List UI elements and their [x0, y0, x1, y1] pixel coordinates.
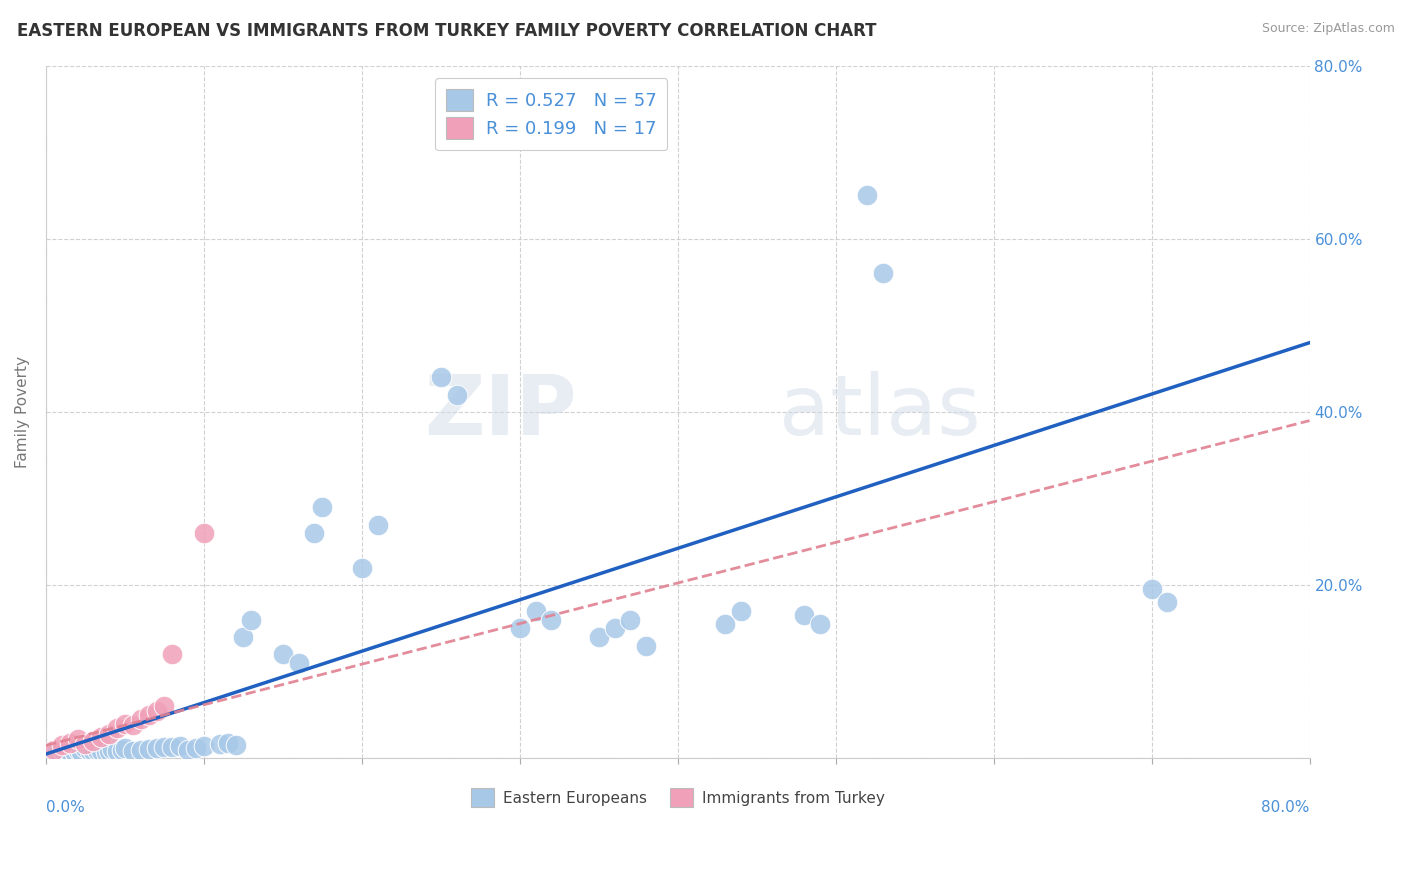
Point — [105, 744, 128, 758]
Text: 80.0%: 80.0% — [1261, 800, 1309, 815]
Point — [138, 708, 160, 723]
Point — [138, 741, 160, 756]
Point — [42, 747, 65, 761]
Point — [98, 743, 121, 757]
Point — [367, 517, 389, 532]
Point — [162, 648, 184, 662]
Point — [129, 712, 152, 726]
Point — [808, 617, 831, 632]
Point — [524, 604, 547, 618]
Point — [82, 743, 104, 757]
Point — [193, 739, 215, 754]
Point — [90, 730, 112, 744]
Point — [540, 613, 562, 627]
Point — [79, 744, 101, 758]
Point — [193, 526, 215, 541]
Point — [53, 746, 76, 760]
Point — [636, 639, 658, 653]
Point — [90, 744, 112, 758]
Point — [509, 622, 531, 636]
Point — [75, 738, 97, 752]
Point — [101, 741, 124, 756]
Point — [66, 732, 89, 747]
Point — [430, 370, 453, 384]
Point — [217, 736, 239, 750]
Text: atlas: atlas — [779, 371, 980, 452]
Text: Source: ZipAtlas.com: Source: ZipAtlas.com — [1261, 22, 1395, 36]
Point — [59, 745, 82, 759]
Point — [46, 744, 69, 758]
Point — [603, 622, 626, 636]
Point — [240, 613, 263, 627]
Legend: Eastern Europeans, Immigrants from Turkey: Eastern Europeans, Immigrants from Turke… — [464, 782, 891, 814]
Point — [105, 721, 128, 735]
Point — [730, 604, 752, 618]
Point — [51, 742, 73, 756]
Point — [111, 742, 134, 756]
Text: EASTERN EUROPEAN VS IMMIGRANTS FROM TURKEY FAMILY POVERTY CORRELATION CHART: EASTERN EUROPEAN VS IMMIGRANTS FROM TURK… — [17, 22, 876, 40]
Text: 0.0%: 0.0% — [46, 800, 84, 815]
Point — [114, 716, 136, 731]
Point — [82, 734, 104, 748]
Point — [304, 526, 326, 541]
Point — [121, 743, 143, 757]
Point — [153, 699, 176, 714]
Point — [63, 744, 86, 758]
Point — [121, 718, 143, 732]
Point — [153, 740, 176, 755]
Y-axis label: Family Poverty: Family Poverty — [15, 356, 30, 468]
Point — [311, 500, 333, 515]
Point — [66, 742, 89, 756]
Point — [177, 742, 200, 756]
Point — [208, 738, 231, 752]
Point — [446, 387, 468, 401]
Point — [1140, 582, 1163, 597]
Point — [59, 736, 82, 750]
Point — [94, 745, 117, 759]
Point — [588, 630, 610, 644]
Point — [224, 739, 246, 753]
Point — [872, 267, 894, 281]
Point — [145, 704, 167, 718]
Point — [75, 741, 97, 756]
Point — [86, 742, 108, 756]
Point — [856, 188, 879, 202]
Point — [184, 741, 207, 756]
Point — [69, 745, 91, 759]
Text: ZIP: ZIP — [425, 371, 576, 452]
Point — [98, 727, 121, 741]
Point — [129, 742, 152, 756]
Point — [145, 741, 167, 756]
Point — [162, 740, 184, 755]
Point — [271, 648, 294, 662]
Point — [1156, 595, 1178, 609]
Point — [169, 739, 191, 754]
Point — [793, 608, 815, 623]
Point — [51, 739, 73, 753]
Point — [42, 742, 65, 756]
Point — [287, 656, 309, 670]
Point — [714, 617, 737, 632]
Point — [114, 741, 136, 756]
Point — [350, 561, 373, 575]
Point — [232, 630, 254, 644]
Point — [619, 613, 641, 627]
